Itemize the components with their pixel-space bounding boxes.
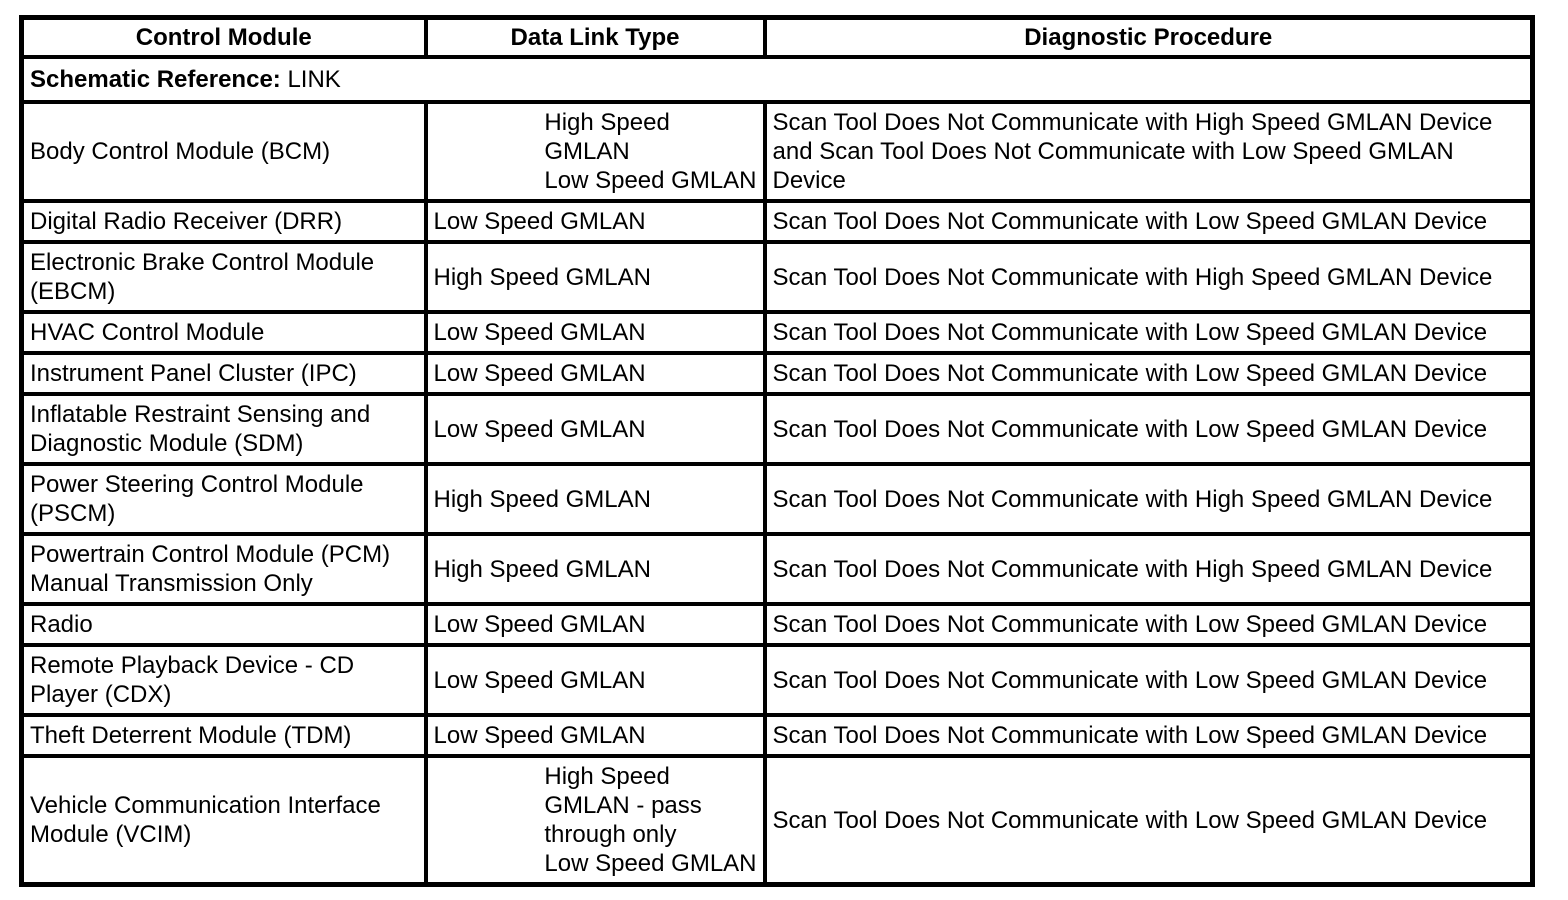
- control-module-cell: Body Control Module (BCM): [19, 100, 428, 203]
- control-module-cell: Radio: [19, 602, 428, 647]
- data-link-multiline-block: High Speed GMLAN Low Speed GMLAN: [544, 109, 757, 194]
- column-header-control-module: Control Module: [19, 15, 428, 59]
- data-link-type-cell: High Speed GMLAN: [423, 240, 767, 314]
- data-link-type-cell: Low Speed GMLAN: [423, 392, 767, 466]
- data-link-type-cell: High Speed GMLAN: [423, 532, 767, 606]
- module-row: HVAC Control Module Low Speed GMLAN Scan…: [19, 310, 1535, 355]
- module-row: Body Control Module (BCM) High Speed GML…: [19, 100, 1535, 203]
- data-link-type-cell: High Speed GMLAN: [423, 462, 767, 536]
- diagnostic-procedure-cell: Scan Tool Does Not Communicate with High…: [762, 462, 1535, 536]
- diagnostic-procedure-cell: Scan Tool Does Not Communicate with Low …: [762, 351, 1535, 396]
- header-row: Control Module Data Link Type Diagnostic…: [19, 15, 1535, 59]
- diagnostic-procedure-cell: Scan Tool Does Not Communicate with Low …: [762, 713, 1535, 758]
- data-link-type-cell: Low Speed GMLAN: [423, 310, 767, 355]
- schematic-reference-row: Schematic Reference: LINK: [19, 55, 1535, 104]
- control-module-cell: Inflatable Restraint Sensing and Diagnos…: [19, 392, 428, 466]
- diagnostic-procedure-cell: Scan Tool Does Not Communicate with Low …: [762, 643, 1535, 717]
- module-row: Radio Low Speed GMLAN Scan Tool Does Not…: [19, 602, 1535, 647]
- control-module-cell: Vehicle Communication Interface Module (…: [19, 754, 428, 887]
- module-row: Powertrain Control Module (PCM) Manual T…: [19, 532, 1535, 606]
- control-module-cell: Electronic Brake Control Module (EBCM): [19, 240, 428, 314]
- column-header-data-link-type: Data Link Type: [423, 15, 767, 59]
- module-row: Digital Radio Receiver (DRR) Low Speed G…: [19, 199, 1535, 244]
- column-header-diagnostic-procedure: Diagnostic Procedure: [762, 15, 1535, 59]
- schematic-reference-label: Schematic Reference:: [30, 66, 281, 93]
- diagnostic-procedure-cell: Scan Tool Does Not Communicate with Low …: [762, 754, 1535, 887]
- diagnostic-procedure-cell: Scan Tool Does Not Communicate with Low …: [762, 602, 1535, 647]
- control-module-cell: Theft Deterrent Module (TDM): [19, 713, 428, 758]
- control-module-cell: Digital Radio Receiver (DRR): [19, 199, 428, 244]
- module-row: Instrument Panel Cluster (IPC) Low Speed…: [19, 351, 1535, 396]
- module-row: Inflatable Restraint Sensing and Diagnos…: [19, 392, 1535, 466]
- diagnostic-procedure-cell: Scan Tool Does Not Communicate with High…: [762, 100, 1535, 203]
- diagnostic-procedure-cell: Scan Tool Does Not Communicate with High…: [762, 240, 1535, 314]
- diagnostic-procedure-cell: Scan Tool Does Not Communicate with Low …: [762, 199, 1535, 244]
- control-module-cell: Remote Playback Device - CD Player (CDX): [19, 643, 428, 717]
- control-module-cell: Instrument Panel Cluster (IPC): [19, 351, 428, 396]
- control-module-cell: Power Steering Control Module (PSCM): [19, 462, 428, 536]
- module-row: Theft Deterrent Module (TDM) Low Speed G…: [19, 713, 1535, 758]
- control-module-cell: Powertrain Control Module (PCM) Manual T…: [19, 532, 428, 606]
- data-link-type-cell: High Speed GMLAN - pass through only Low…: [423, 754, 767, 887]
- module-row: Remote Playback Device - CD Player (CDX)…: [19, 643, 1535, 717]
- module-row: Vehicle Communication Interface Module (…: [19, 754, 1535, 887]
- schematic-reference-cell: Schematic Reference: LINK: [19, 55, 1535, 104]
- data-link-type-cell: High Speed GMLAN Low Speed GMLAN: [423, 100, 767, 203]
- diagnostic-procedure-table: Control Module Data Link Type Diagnostic…: [19, 15, 1535, 887]
- module-row: Power Steering Control Module (PSCM) Hig…: [19, 462, 1535, 536]
- diagnostic-procedure-cell: Scan Tool Does Not Communicate with Low …: [762, 310, 1535, 355]
- diagnostic-procedure-cell: Scan Tool Does Not Communicate with High…: [762, 532, 1535, 606]
- diagnostic-procedure-cell: Scan Tool Does Not Communicate with Low …: [762, 392, 1535, 466]
- data-link-type-cell: Low Speed GMLAN: [423, 713, 767, 758]
- data-link-type-cell: Low Speed GMLAN: [423, 351, 767, 396]
- module-row: Electronic Brake Control Module (EBCM) H…: [19, 240, 1535, 314]
- data-link-type-cell: Low Speed GMLAN: [423, 643, 767, 717]
- schematic-reference-value: LINK: [287, 66, 341, 93]
- control-module-cell: HVAC Control Module: [19, 310, 428, 355]
- data-link-type-cell: Low Speed GMLAN: [423, 602, 767, 647]
- data-link-type-cell: Low Speed GMLAN: [423, 199, 767, 244]
- data-link-multiline-block: High Speed GMLAN - pass through only Low…: [544, 763, 757, 877]
